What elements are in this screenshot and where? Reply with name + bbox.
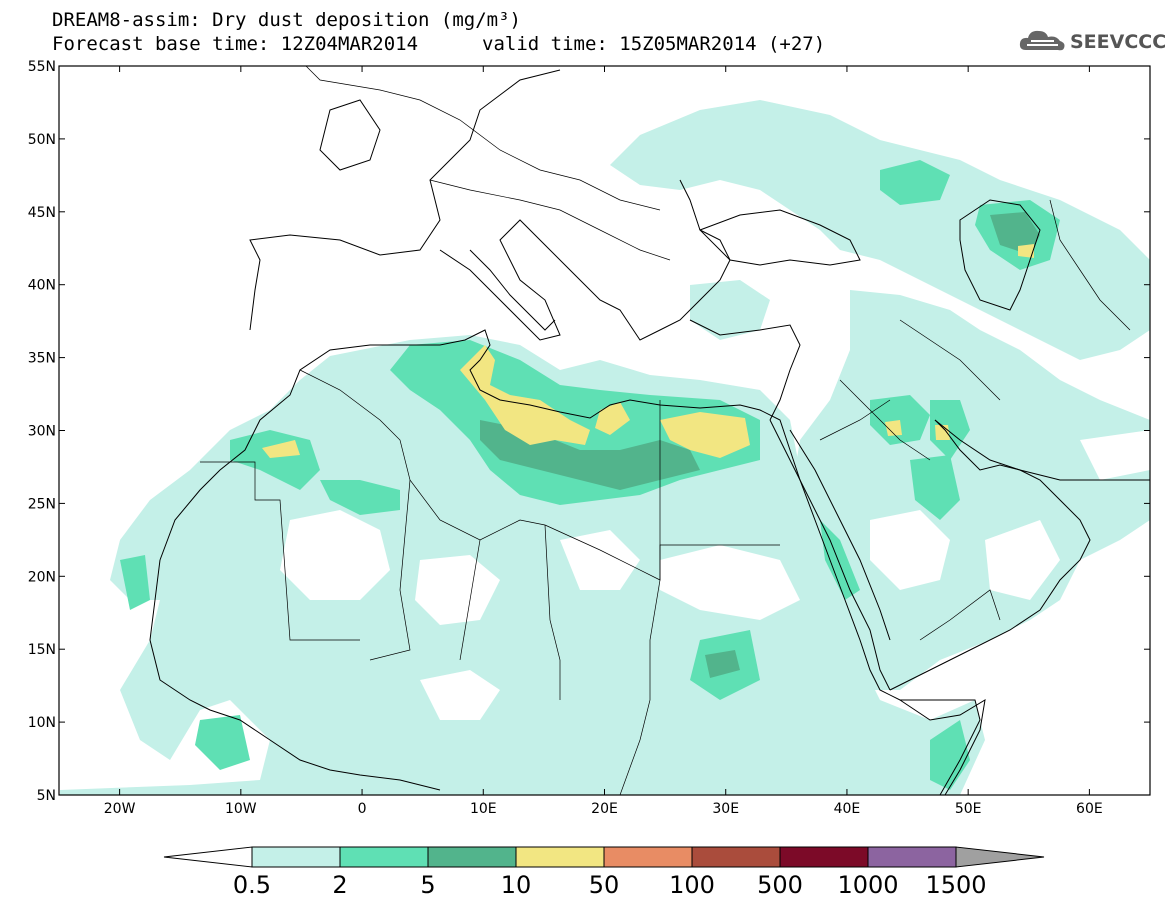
- colorbar-label: 10: [501, 871, 532, 899]
- colorbar-box: [515, 846, 605, 868]
- colorbar-box: [867, 846, 957, 868]
- colorbar-box: [339, 846, 429, 868]
- lat-tick-label: 45N: [28, 205, 56, 221]
- colorbar-boxes: [163, 846, 1045, 868]
- longitude-axis: 20W 10W 0 10E 20E 30E 40E 50E 60E: [104, 66, 1103, 817]
- latitude-axis: 55N 50N 45N 40N 35N 30N 25N 20N 15N 10N 5N: [28, 59, 1150, 804]
- colorbar-label: 1000: [837, 871, 898, 899]
- colorbar-label: 100: [669, 871, 715, 899]
- colorbar-labels: 0.5 2 5 10 50 100 500 1000 1500: [233, 871, 987, 899]
- colorbar-box: [779, 846, 869, 868]
- seevccc-logo: SEEVCCC: [1018, 26, 1165, 56]
- lon-tick-label: 10E: [470, 801, 497, 817]
- colorbar-box: [251, 846, 341, 868]
- lat-tick-label: 50N: [28, 132, 56, 148]
- lat-tick-label: 15N: [28, 642, 56, 658]
- lon-tick-label: 50E: [955, 801, 982, 817]
- colorbar-label: 2: [332, 871, 347, 899]
- lon-tick-label: 40E: [834, 801, 861, 817]
- colorbar-label: 0.5: [233, 871, 271, 899]
- colorbar-box: [427, 846, 517, 868]
- colorbar-box: [603, 846, 693, 868]
- lon-tick-label: 30E: [712, 801, 739, 817]
- lat-tick-label: 55N: [28, 59, 56, 75]
- base-time-text: Forecast base time: 12Z04MAR2014: [52, 33, 419, 55]
- cloud-icon: [1019, 30, 1065, 51]
- dust-level-zero: [60, 430, 1150, 720]
- lat-tick-label: 25N: [28, 496, 56, 512]
- lat-tick-label: 20N: [28, 569, 56, 585]
- colorbar-label: 50: [589, 871, 620, 899]
- lat-tick-label: 30N: [28, 424, 56, 440]
- colorbar-label: 1500: [925, 871, 986, 899]
- lon-tick-label: 10W: [225, 801, 257, 817]
- lat-tick-label: 10N: [28, 715, 56, 731]
- lon-tick-label: 20W: [104, 801, 136, 817]
- lat-tick-label: 35N: [28, 351, 56, 367]
- lat-tick-label: 40N: [28, 278, 56, 294]
- logo-text: SEEVCCC: [1070, 31, 1165, 53]
- dust-field: [60, 100, 1150, 795]
- colorbar-under-arrow: [163, 846, 253, 868]
- forecast-base-time: Forecast base time: 12Z04MAR2014 valid ti…: [52, 33, 825, 55]
- colorbar-box: [691, 846, 781, 868]
- lon-tick-label: 0: [358, 801, 367, 817]
- dust-level-10-50: [262, 244, 1034, 458]
- colorbar-label: 5: [420, 871, 435, 899]
- map-title: DREAM8-assim: Dry dust deposition (mg/m³…: [52, 9, 521, 31]
- lat-tick-label: 5N: [37, 788, 56, 804]
- colorbar-over-arrow: [955, 846, 1045, 868]
- valid-time-text: valid time: 15Z05MAR2014 (+27): [482, 33, 826, 55]
- colorbar-label: 500: [757, 871, 803, 899]
- lon-tick-label: 20E: [591, 801, 618, 817]
- country-borders: [200, 66, 1131, 795]
- lon-tick-label: 60E: [1076, 801, 1103, 817]
